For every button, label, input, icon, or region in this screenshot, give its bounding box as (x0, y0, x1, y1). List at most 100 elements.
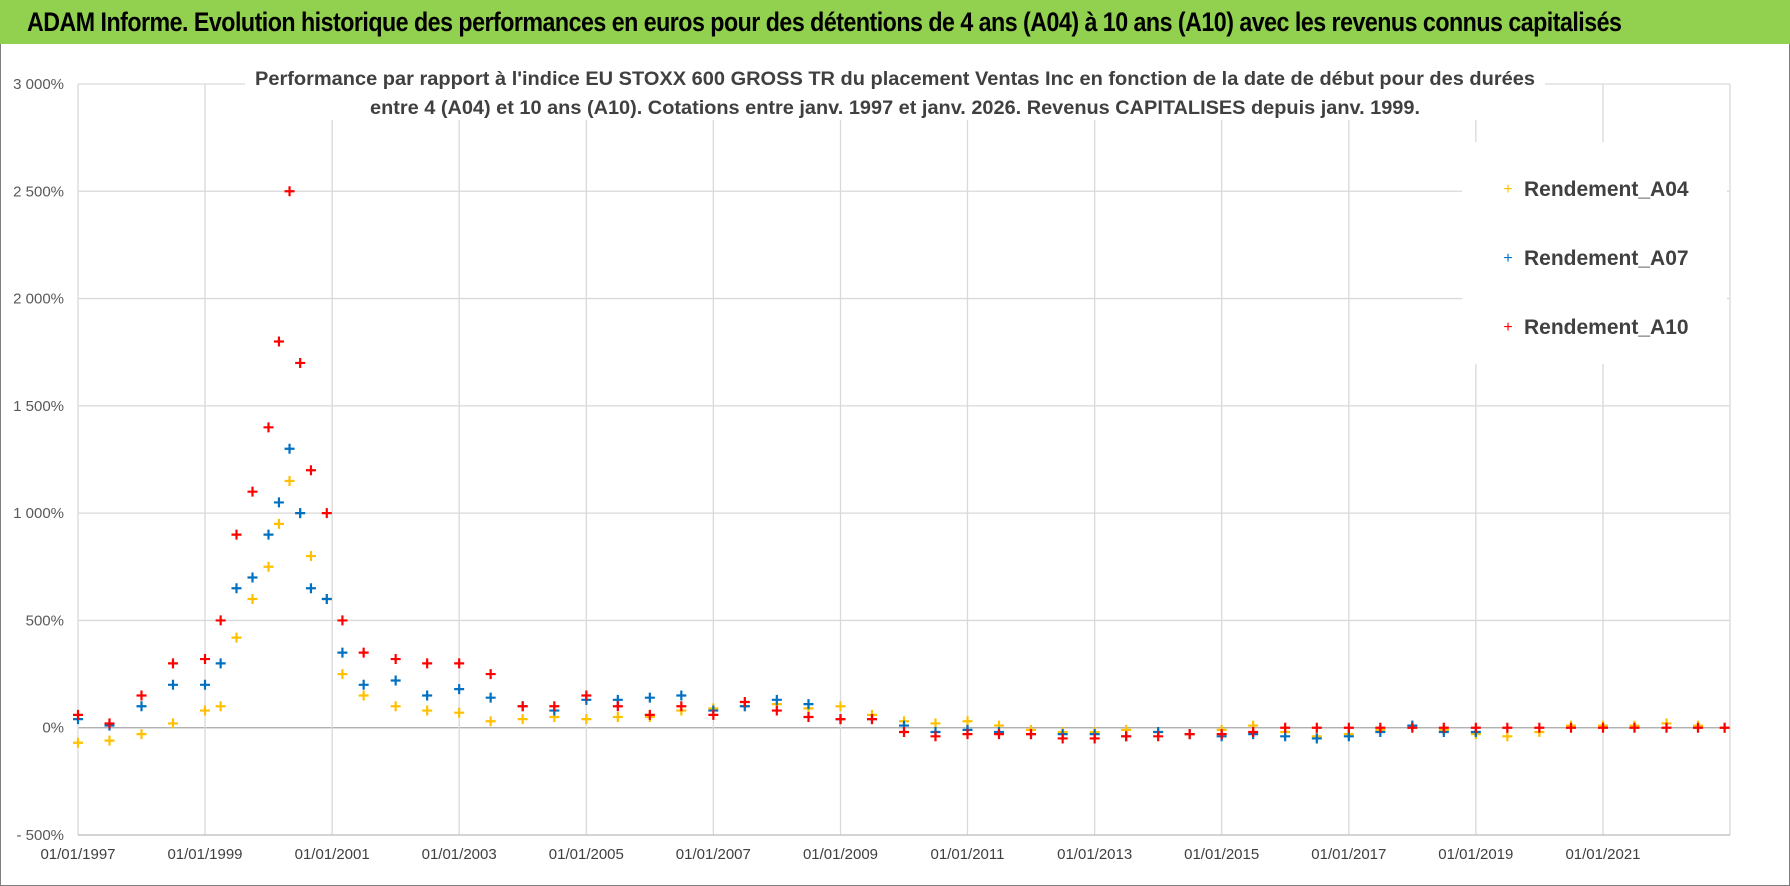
legend-background (1462, 142, 1727, 364)
data-point (273, 518, 284, 529)
data-point (1598, 722, 1608, 733)
data-point (581, 714, 592, 725)
y-tick-label: - 500% (16, 827, 64, 844)
data-point (263, 422, 274, 433)
x-tick-label: 01/01/2013 (1057, 846, 1132, 863)
data-point (390, 654, 401, 665)
chart-title-line-1: Performance par rapport à l'indice EU ST… (255, 69, 1535, 90)
data-point (644, 709, 655, 720)
series-rendement-a10 (73, 186, 1730, 744)
series-rendement-a04 (73, 475, 1730, 748)
data-point (167, 658, 178, 669)
data-points (73, 186, 1730, 748)
data-point (803, 699, 814, 710)
data-point (454, 658, 465, 669)
data-point (247, 486, 258, 497)
y-tick-label: 0% (42, 720, 64, 737)
data-point (803, 711, 814, 722)
x-tick-label: 01/01/2015 (1184, 846, 1259, 863)
x-tick-label: 01/01/2021 (1565, 846, 1640, 863)
x-tick-label: 01/01/2007 (676, 846, 751, 863)
data-point (485, 692, 496, 703)
data-point (1089, 733, 1100, 744)
chart-title-background (245, 62, 1545, 120)
data-point (930, 718, 941, 729)
y-tick-label: 3 000% (13, 76, 64, 93)
data-point (581, 690, 592, 701)
data-point (676, 701, 687, 712)
x-tick-label: 01/01/2011 (931, 846, 1005, 863)
data-point (104, 735, 115, 746)
data-point (1248, 727, 1259, 738)
data-point (263, 561, 274, 572)
x-tick-label: 01/01/1999 (167, 846, 242, 863)
data-point (517, 701, 528, 712)
y-tick-label: 1 500% (13, 398, 64, 415)
page-title: ADAM Informe. Evolution historique des p… (27, 7, 1622, 37)
legend-label-a10: Rendement_A10 (1524, 316, 1689, 339)
data-point (284, 443, 295, 454)
data-point (295, 357, 306, 368)
data-point (337, 647, 348, 658)
legend-label-a04: Rendement_A04 (1524, 178, 1689, 201)
data-point (1311, 733, 1322, 744)
data-point (199, 705, 210, 716)
data-point (835, 701, 846, 712)
data-point (136, 701, 147, 712)
data-point (73, 737, 83, 748)
data-point (390, 675, 401, 686)
data-point (485, 669, 496, 680)
data-point (1692, 722, 1703, 733)
data-point (358, 690, 369, 701)
data-point (1026, 729, 1036, 740)
data-point (708, 709, 719, 720)
data-point (1502, 722, 1513, 733)
chart: - 500% 0% 500% 1 000% 1 500% 2 000% 2 500% 3 00… (13, 62, 1731, 863)
data-point (215, 701, 226, 712)
data-point (644, 692, 655, 703)
data-point (358, 647, 369, 658)
data-point (454, 707, 465, 718)
data-point (771, 694, 782, 705)
data-point (612, 711, 623, 722)
data-point (337, 615, 348, 626)
x-tick-labels: 01/01/1997 01/01/1999 01/01/2001 01/01/2003… (40, 846, 1640, 863)
y-tick-label: 1 000% (13, 505, 64, 522)
data-point (321, 593, 332, 604)
data-point (422, 658, 433, 669)
data-point (1470, 722, 1481, 733)
data-point (1375, 722, 1386, 733)
data-point (1280, 731, 1291, 742)
data-point (295, 508, 306, 519)
y-tick-label: 2 500% (13, 183, 64, 200)
legend-marker-a04: + (1503, 181, 1512, 198)
data-point (1438, 722, 1449, 733)
data-point (1216, 729, 1227, 740)
data-point (263, 529, 274, 540)
x-tick-label: 01/01/2003 (422, 846, 497, 863)
data-point (1311, 722, 1322, 733)
y-tick-labels: - 500% 0% 500% 1 000% 1 500% 2 000% 2 500% 3 00… (13, 76, 64, 844)
x-tick-label: 01/01/2009 (803, 846, 878, 863)
y-tick-label: 2 000% (13, 291, 64, 308)
data-point (1534, 722, 1545, 733)
data-point (358, 679, 369, 690)
data-point (676, 690, 687, 701)
x-tick-label: 01/01/2001 (295, 846, 370, 863)
data-point (612, 701, 623, 712)
data-point (1280, 722, 1291, 733)
data-point (231, 529, 242, 540)
data-point (771, 705, 782, 716)
data-point (1565, 722, 1576, 733)
data-point (231, 583, 242, 594)
data-point (1407, 722, 1418, 733)
data-point (273, 336, 284, 347)
data-point (1343, 722, 1354, 733)
legend-marker-a07: + (1503, 250, 1512, 267)
data-point (199, 679, 210, 690)
data-point (1184, 729, 1195, 740)
data-point (73, 709, 83, 720)
data-point (454, 684, 465, 695)
data-point (215, 615, 226, 626)
data-point (231, 632, 242, 643)
